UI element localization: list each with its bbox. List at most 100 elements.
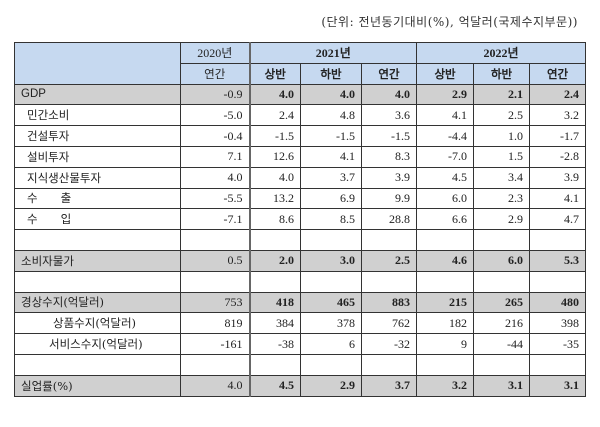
row-value [360,270,418,293]
row-value: -7.1 [180,208,250,231]
row-value: 2.0 [248,249,301,272]
row-value [300,270,362,293]
row-value: -5.0 [180,104,250,127]
row-value: 6.0 [416,187,475,210]
row-value: -4.4 [416,125,475,147]
row-value: 3.1 [529,374,587,397]
row-value: 1.0 [473,125,531,147]
row-label: 경상수지(억달러) [14,291,181,314]
row-label: 지식생산물투자 [14,166,181,189]
row-value [300,353,362,376]
row-value: -5.5 [180,187,250,210]
row-value: 5.3 [529,249,587,272]
row-value: -7.0 [416,145,475,168]
row-value [248,229,301,251]
row-value: 883 [360,291,418,314]
row-value: 4.8 [300,104,362,127]
row-value: 2.4 [248,104,301,127]
table-body: GDP -0.9 4.0 4.0 4.0 2.9 2.1 2.4 민간소비 -5.0 2.4 4.8 3… [14,83,587,397]
row-value: -0.9 [180,83,250,106]
row-value: 398 [529,312,587,335]
row-value: -32 [360,333,418,355]
row-value: 1.5 [473,145,531,168]
row-value: 8.6 [248,208,301,231]
row-value: 3.0 [300,249,362,272]
row-value: 265 [473,291,531,314]
row-value [529,270,587,293]
table-row: GDP -0.9 4.0 4.0 4.0 2.9 2.1 2.4 [14,83,587,106]
row-value: 4.1 [529,187,587,210]
row-value: -1.5 [248,125,301,147]
header-label-cell [14,42,181,85]
row-value: 4.0 [180,374,250,397]
header-2021-h1: 상반 [248,62,301,85]
row-value: -0.4 [180,125,250,147]
row-value [473,229,531,251]
table-row [14,270,587,293]
row-value: 216 [473,312,531,335]
row-label: 소비자물가 [14,249,181,272]
row-value: 3.9 [529,166,587,189]
row-value: 8.3 [360,145,418,168]
row-value: 6 [300,333,362,355]
row-label: 수 입 [14,208,181,231]
row-value: 6.6 [416,208,475,231]
row-value: -1.7 [529,125,587,147]
row-value: -44 [473,333,531,355]
header-2020-annual: 연간 [180,62,250,85]
row-value: 384 [248,312,301,335]
row-value: 2.5 [473,104,531,127]
row-value: 4.0 [180,166,250,189]
table-row [14,353,587,376]
row-label: 상품수지(억달러) [14,312,181,335]
row-value: 215 [416,291,475,314]
header-row-periods: 연간 상반 하반 연간 상반 하반 연간 [15,62,587,85]
row-value [473,270,531,293]
row-value: -1.5 [360,125,418,147]
header-2021-h2: 하반 [300,62,362,85]
row-value: 2.9 [416,83,475,106]
unit-note: (단위: 전년동기대비(%), 억달러(국제수지부문)) [321,15,578,29]
row-label: 건설투자 [14,125,181,147]
row-value: 418 [248,291,301,314]
row-value: 753 [180,291,250,314]
row-value [180,229,250,251]
row-label: 설비투자 [14,145,181,168]
row-value: 480 [529,291,587,314]
row-value: 4.0 [300,83,362,106]
row-value [360,353,418,376]
row-value: 4.5 [416,166,475,189]
row-value: -2.8 [529,145,587,168]
row-value [360,229,418,251]
row-value: 0.5 [180,249,250,272]
row-value [248,270,301,293]
row-value [416,270,475,293]
row-value: 2.4 [529,83,587,106]
row-value [529,353,587,376]
row-value [180,353,250,376]
row-value: -38 [248,333,301,355]
row-value [416,229,475,251]
row-value: 3.6 [360,104,418,127]
row-value [473,353,531,376]
row-value: 2.1 [473,83,531,106]
table-row: 수 출 -5.5 13.2 6.9 9.9 6.0 2.3 4.1 [14,187,587,210]
table-row: 실업률(%) 4.0 4.5 2.9 3.7 3.2 3.1 3.1 [14,374,587,397]
header-2021-annual: 연간 [360,62,418,85]
table-row: 경상수지(억달러) 753 418 465 883 215 265 480 [14,291,587,314]
row-value: 3.7 [300,166,362,189]
row-label: 민간소비 [14,104,181,127]
row-value: 762 [360,312,418,335]
row-label: GDP [14,83,181,106]
row-value: 4.0 [248,83,301,106]
header-2020: 2020년 [180,42,250,64]
table-row: 서비스수지(억달러) -161 -38 6 -32 9 -44 -35 [14,333,587,355]
row-value: -161 [180,333,250,355]
row-value: 4.0 [248,166,301,189]
row-value: 2.5 [360,249,418,272]
table-row: 상품수지(억달러) 819 384 378 762 182 216 398 [14,312,587,335]
table-row [14,229,587,251]
row-label [14,353,181,376]
row-value: 2.9 [300,374,362,397]
row-value: -1.5 [300,125,362,147]
